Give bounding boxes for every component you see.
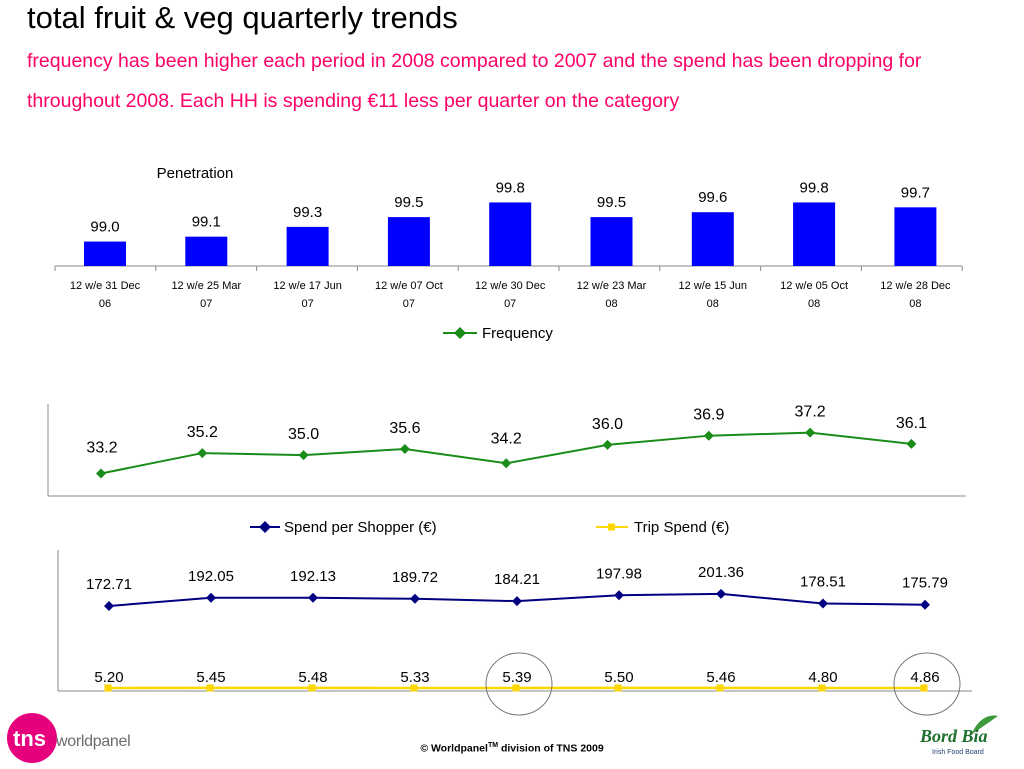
frequency-point [96,469,106,479]
x-tick-label-line1: 12 w/e 23 Mar [577,280,647,292]
frequency-data-label: 37.2 [795,404,826,421]
spend-per-shopper-point [206,593,216,603]
penetration-bar [185,237,227,266]
x-tick-label-line1: 12 w/e 31 Dec [70,280,141,292]
trip-spend-data-label: 5.20 [94,669,123,686]
penetration-data-label: 99.0 [90,219,119,236]
bordbia-subtitle: Irish Food Board [932,749,984,756]
penetration-data-label: 99.8 [799,179,828,196]
footer-copyright: © WorldpanelTM division of TNS 2009 [0,742,1024,755]
frequency-point [805,428,815,438]
frequency-data-label: 33.2 [86,440,117,457]
penetration-data-label: 99.1 [192,214,221,231]
spend-per-shopper-data-label: 178.51 [800,574,846,591]
frequency-point [197,448,207,458]
spend-per-shopper-point [716,589,726,599]
frequency-point [603,440,613,450]
frequency-point [400,444,410,454]
bordbia-name: Bord Bia [920,726,988,747]
frequency-data-label: 35.2 [187,424,218,441]
spend-per-shopper-point [104,601,114,611]
spend-per-shopper-data-label: 172.71 [86,576,132,593]
x-tick-label-line2: 08 [808,298,820,310]
spend-per-shopper-legend-marker [259,521,271,533]
trip-spend-data-label: 5.50 [604,669,633,686]
frequency-data-label: 35.6 [389,420,420,437]
spend-per-shopper-data-label: 201.36 [698,564,744,581]
x-tick-label-line2: 07 [200,298,212,310]
penetration-data-label: 99.6 [698,189,727,206]
penetration-data-label: 99.3 [293,204,322,221]
x-tick-label-line2: 07 [403,298,415,310]
spend-per-shopper-point [920,600,930,610]
penetration-title: Penetration [157,165,234,182]
spend-per-shopper-point [410,594,420,604]
spend-per-shopper-point [308,593,318,603]
spend-per-shopper-data-label: 197.98 [596,565,642,582]
trip-spend-legend-label: Trip Spend (€) [634,519,729,536]
frequency-data-label: 36.9 [693,407,724,424]
trip-spend-data-label: 5.33 [400,669,429,686]
trademark-mark: TM [488,742,498,749]
trip-spend-data-label: 5.46 [706,669,735,686]
penetration-bar [591,217,633,266]
spend-per-shopper-point [512,596,522,606]
frequency-point [906,439,916,449]
trip-spend-data-label: 4.86 [910,669,939,686]
penetration-data-label: 99.5 [394,194,423,211]
spend-per-shopper-data-label: 189.72 [392,569,438,586]
penetration-data-label: 99.7 [901,184,930,201]
penetration-bar [692,212,734,266]
spend-per-shopper-point [614,590,624,600]
frequency-legend-label: Frequency [482,325,553,342]
penetration-bar [894,207,936,266]
x-tick-label-line1: 12 w/e 30 Dec [475,280,546,292]
trip-spend-data-label: 5.48 [298,669,327,686]
spend-per-shopper-point [818,599,828,609]
frequency-point [299,450,309,460]
x-tick-label-line2: 08 [707,298,719,310]
trip-spend-data-label: 5.39 [502,669,531,686]
trip-spend-legend-marker [608,524,615,531]
x-tick-label-line1: 12 w/e 28 Dec [880,280,951,292]
spend-per-shopper-data-label: 175.79 [902,575,948,592]
penetration-bar [793,202,835,266]
x-tick-label-line2: 07 [504,298,516,310]
penetration-bar [84,242,126,266]
spend-per-shopper-data-label: 192.05 [188,568,234,585]
penetration-bar [287,227,329,266]
trip-spend-data-label: 5.45 [196,669,225,686]
x-tick-label-line1: 12 w/e 05 Oct [780,280,848,292]
x-tick-label-line2: 06 [99,298,111,310]
penetration-bar [388,217,430,266]
trip-spend-data-label: 4.80 [808,669,837,686]
tns-logo-icon: tns [4,712,60,764]
frequency-point [704,431,714,441]
copyright-prefix: © Worldpanel [420,743,488,755]
copyright-suffix: division of TNS 2009 [498,743,604,755]
penetration-bar [489,202,531,266]
x-tick-label-line1: 12 w/e 15 Jun [679,280,748,292]
bordbia-logo: Bord Bia Irish Food Board [916,724,1006,764]
penetration-data-label: 99.5 [597,194,626,211]
frequency-point [501,458,511,468]
x-tick-label-line1: 12 w/e 17 Jun [273,280,342,292]
x-tick-label-line1: 12 w/e 25 Mar [171,280,241,292]
frequency-data-label: 36.1 [896,415,927,432]
frequency-data-label: 34.2 [491,430,522,447]
x-tick-label-line2: 08 [605,298,617,310]
frequency-data-label: 35.0 [288,426,319,443]
frequency-data-label: 36.0 [592,416,623,433]
spend-per-shopper-data-label: 184.21 [494,571,540,588]
x-tick-label-line2: 07 [301,298,313,310]
spend-per-shopper-legend-label: Spend per Shopper (€) [284,519,437,536]
penetration-data-label: 99.8 [496,179,525,196]
spend-per-shopper-data-label: 192.13 [290,568,336,585]
frequency-legend-marker [454,327,466,339]
x-tick-label-line2: 08 [909,298,921,310]
x-tick-label-line1: 12 w/e 07 Oct [375,280,443,292]
